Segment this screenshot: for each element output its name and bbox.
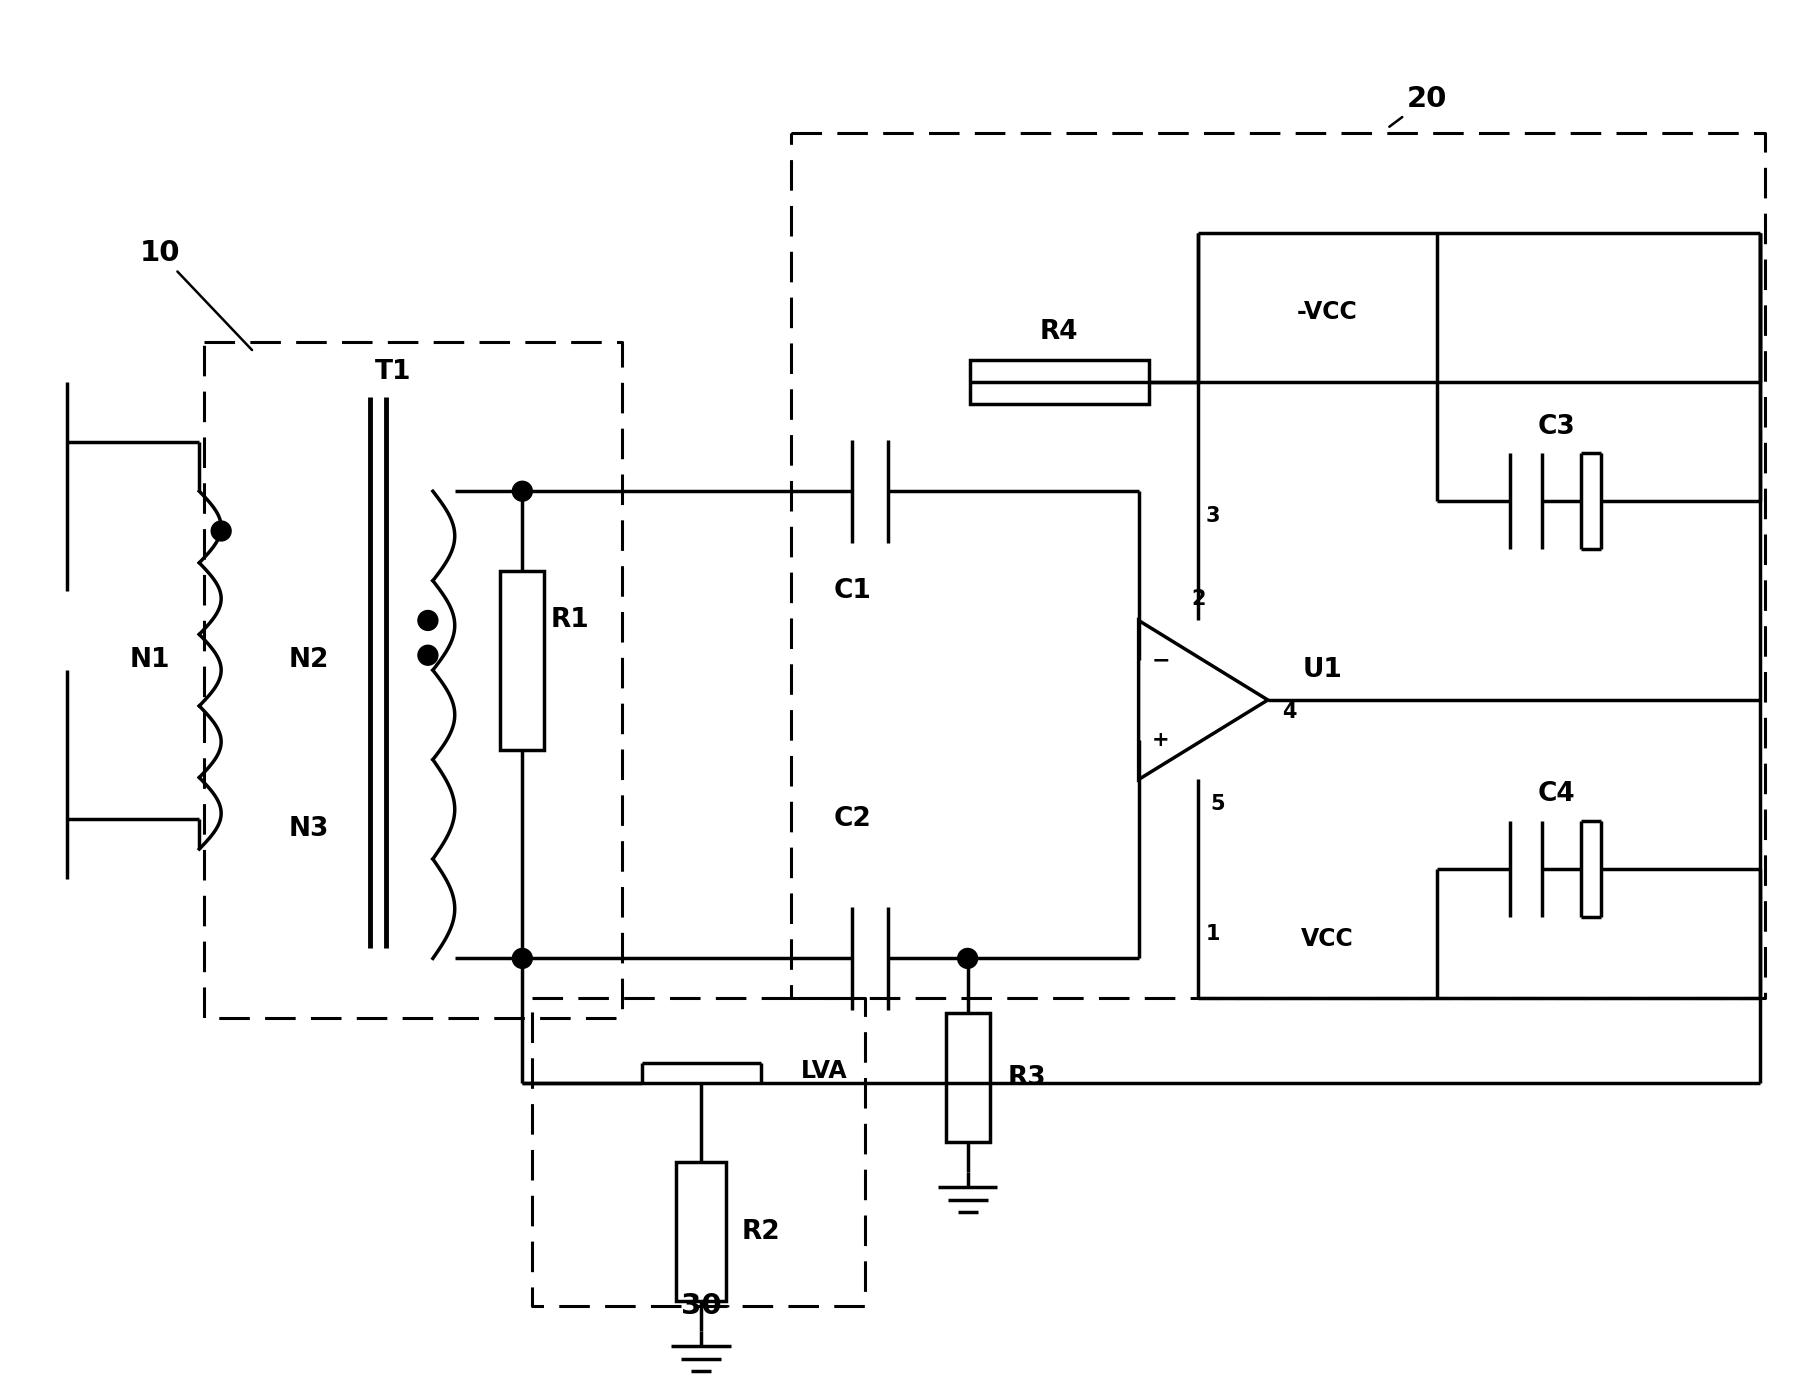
Text: N2: N2 [289, 647, 329, 673]
Text: R2: R2 [741, 1219, 779, 1245]
Text: 10: 10 [140, 239, 253, 350]
Text: R1: R1 [551, 608, 589, 633]
Text: U1: U1 [1303, 657, 1343, 683]
Bar [970, 359, 1148, 404]
Text: T1: T1 [374, 359, 411, 384]
Circle shape [958, 948, 978, 969]
Text: N1: N1 [129, 647, 169, 673]
Bar [500, 570, 545, 750]
Text: 1: 1 [1206, 923, 1221, 944]
Text: 4: 4 [1283, 702, 1297, 722]
Circle shape [512, 948, 532, 969]
Text: 3: 3 [1206, 507, 1221, 526]
Text: 30: 30 [681, 1292, 729, 1320]
Text: C1: C1 [834, 577, 872, 604]
Text: R4: R4 [1039, 319, 1077, 346]
Text: C3: C3 [1537, 414, 1575, 440]
Text: LVA: LVA [801, 1059, 847, 1083]
Circle shape [512, 482, 532, 501]
Text: C4: C4 [1537, 781, 1575, 808]
Text: C2: C2 [834, 806, 870, 833]
Text: N3: N3 [289, 816, 329, 843]
Text: R3: R3 [1008, 1065, 1047, 1091]
Circle shape [418, 611, 438, 630]
Text: −: − [1152, 650, 1170, 670]
Bar [947, 1013, 990, 1142]
Circle shape [211, 520, 231, 541]
Text: 20: 20 [1390, 85, 1446, 126]
Bar [676, 1162, 727, 1302]
Text: +: + [1152, 730, 1170, 750]
Circle shape [418, 645, 438, 665]
Text: VCC: VCC [1301, 927, 1354, 951]
Text: -VCC: -VCC [1297, 300, 1357, 325]
Text: 2: 2 [1190, 589, 1205, 608]
Text: 5: 5 [1210, 794, 1225, 815]
